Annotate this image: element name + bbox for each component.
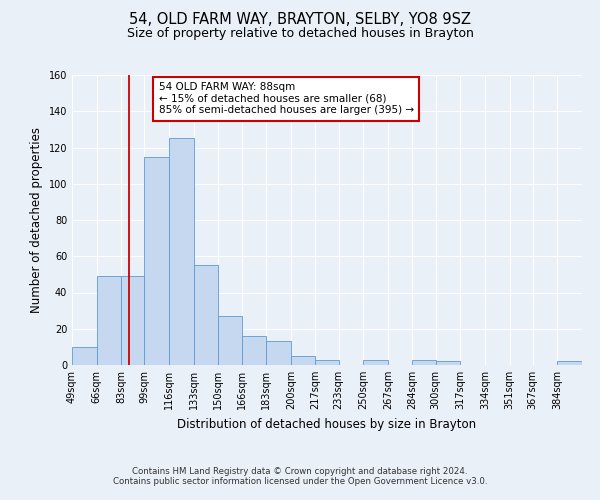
Bar — [145, 156, 169, 365]
Text: Contains HM Land Registry data © Crown copyright and database right 2024.: Contains HM Land Registry data © Crown c… — [132, 467, 468, 476]
X-axis label: Distribution of detached houses by size in Brayton: Distribution of detached houses by size … — [178, 418, 476, 430]
Bar — [266, 342, 291, 365]
Text: 54, OLD FARM WAY, BRAYTON, SELBY, YO8 9SZ: 54, OLD FARM WAY, BRAYTON, SELBY, YO8 9S… — [129, 12, 471, 28]
Bar — [291, 356, 316, 365]
Bar — [436, 362, 460, 365]
Bar — [97, 276, 121, 365]
Bar — [121, 276, 145, 365]
Bar — [412, 360, 436, 365]
Bar — [557, 362, 582, 365]
Bar — [169, 138, 194, 365]
Text: 54 OLD FARM WAY: 88sqm
← 15% of detached houses are smaller (68)
85% of semi-det: 54 OLD FARM WAY: 88sqm ← 15% of detached… — [158, 82, 414, 116]
Text: Contains public sector information licensed under the Open Government Licence v3: Contains public sector information licen… — [113, 477, 487, 486]
Text: Size of property relative to detached houses in Brayton: Size of property relative to detached ho… — [127, 28, 473, 40]
Bar — [363, 360, 388, 365]
Bar — [316, 360, 338, 365]
Bar — [218, 316, 242, 365]
Y-axis label: Number of detached properties: Number of detached properties — [30, 127, 43, 313]
Bar — [72, 347, 97, 365]
Bar — [242, 336, 266, 365]
Bar — [194, 266, 218, 365]
